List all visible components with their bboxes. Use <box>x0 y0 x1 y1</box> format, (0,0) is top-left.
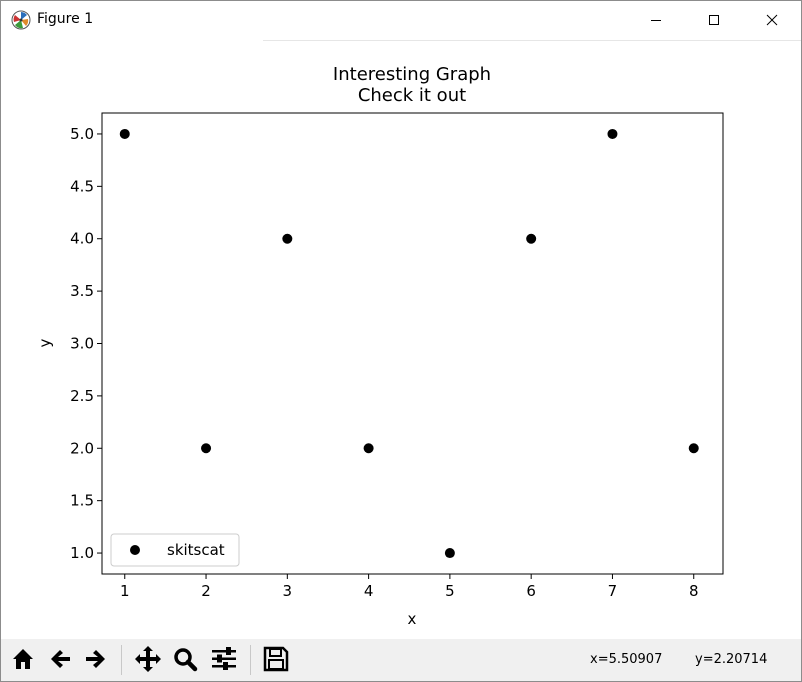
navigation-toolbar: x=5.50907 y=2.20714 <box>1 639 801 681</box>
window-title: Figure 1 <box>37 11 94 27</box>
x-tick-label: 8 <box>689 582 699 600</box>
plot-area[interactable] <box>101 112 724 575</box>
title-separator <box>263 40 801 41</box>
configure-subplots-icon <box>212 647 236 670</box>
matplotlib-logo-icon <box>11 10 31 30</box>
x-tick-label: 1 <box>120 582 130 600</box>
toolbar-separator <box>250 645 251 675</box>
minimize-icon <box>651 20 661 21</box>
x-axis-label: x <box>408 610 417 628</box>
save-icon <box>263 646 289 672</box>
maximize-icon <box>709 15 719 25</box>
legend-marker <box>130 545 140 555</box>
y-tick-label: 1.5 <box>70 492 94 510</box>
zoom-button[interactable] <box>169 643 201 675</box>
data-point <box>526 233 537 244</box>
zoom-icon <box>174 648 198 672</box>
y-tick-label: 2.0 <box>70 439 94 457</box>
legend: skitscat <box>110 533 240 567</box>
toolbar-separator <box>121 645 122 675</box>
data-point <box>444 548 455 559</box>
pan-icon <box>135 646 161 672</box>
x-tick-label: 3 <box>283 582 293 600</box>
legend-label: skitscat <box>167 541 225 559</box>
y-tick-label: 1.0 <box>70 544 94 562</box>
chart-subtitle: Check it out <box>358 85 466 106</box>
data-point <box>201 443 212 454</box>
data-point <box>363 443 374 454</box>
minimize-button[interactable] <box>627 1 685 39</box>
close-icon <box>766 14 778 26</box>
data-point <box>607 128 618 139</box>
data-point <box>282 233 293 244</box>
data-point <box>688 443 699 454</box>
y-tick-label: 5.0 <box>70 125 94 143</box>
home-icon <box>13 649 33 669</box>
close-button[interactable] <box>743 1 801 39</box>
home-button[interactable] <box>7 643 39 675</box>
x-tick-label: 7 <box>608 582 618 600</box>
x-tick-label: 4 <box>364 582 374 600</box>
legend-box <box>110 533 240 567</box>
chart-title: Interesting Graph <box>333 64 491 85</box>
cursor-y-readout: y=2.20714 <box>695 652 768 667</box>
back-arrow-icon <box>51 650 70 668</box>
y-tick-label: 3.0 <box>70 335 94 353</box>
maximize-button[interactable] <box>685 1 743 39</box>
configure-subplots-button[interactable] <box>208 643 240 675</box>
y-tick-label: 2.5 <box>70 387 94 405</box>
y-tick-label: 3.5 <box>70 282 94 300</box>
x-tick-label: 5 <box>445 582 455 600</box>
x-tick-label: 2 <box>201 582 211 600</box>
data-point <box>119 128 130 139</box>
cursor-x-readout: x=5.50907 <box>590 652 663 667</box>
pan-button[interactable] <box>132 643 164 675</box>
forward-button[interactable] <box>80 643 112 675</box>
x-tick-label: 6 <box>526 582 536 600</box>
back-button[interactable] <box>44 643 76 675</box>
title-bar[interactable]: Figure 1 <box>1 1 801 39</box>
y-axis-label: y <box>36 338 54 347</box>
y-tick-label: 4.0 <box>70 230 94 248</box>
forward-arrow-icon <box>86 650 105 668</box>
y-tick-label: 4.5 <box>70 177 94 195</box>
save-button[interactable] <box>260 643 292 675</box>
